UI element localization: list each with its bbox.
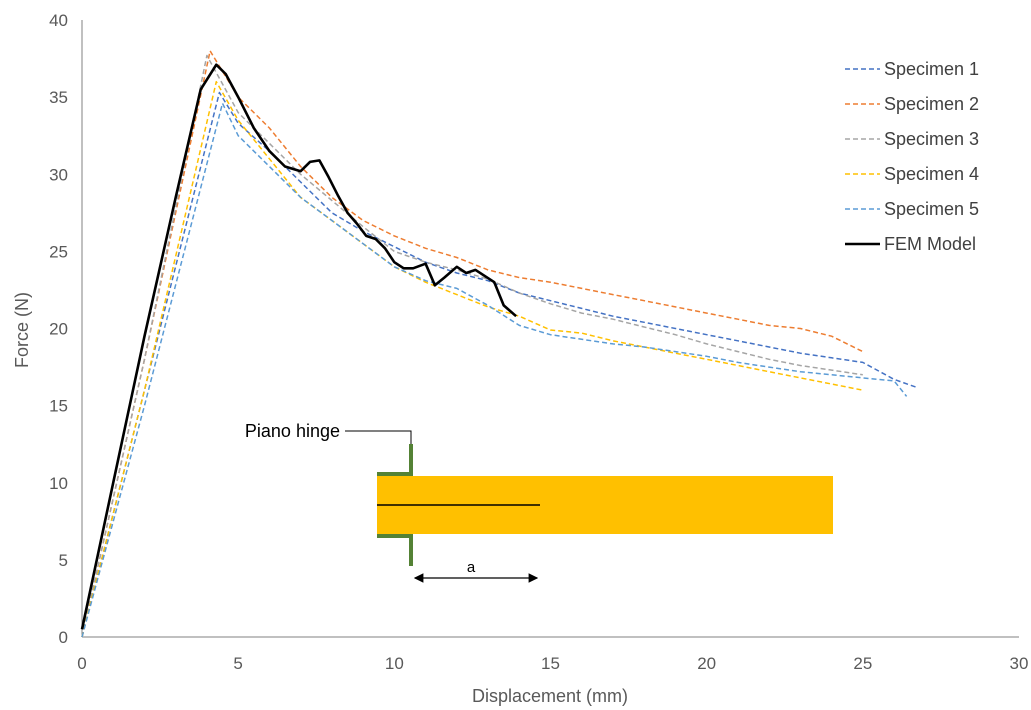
series-line-specimen-3 (81, 54, 863, 638)
legend-label: Specimen 3 (884, 129, 979, 149)
hinge-bottom (377, 534, 413, 566)
y-tick-label: 40 (49, 11, 68, 30)
hinge-top (377, 444, 413, 476)
series-line-fem-model (80, 63, 517, 630)
y-tick-label: 15 (49, 397, 68, 416)
legend: Specimen 1 Specimen 2 Specimen 3 Specimen 4… (845, 59, 979, 254)
series-line-specimen-1 (81, 91, 917, 638)
series-line-specimen-5 (81, 102, 908, 638)
y-axis-title: Force (N) (12, 292, 32, 368)
y-tick-label: 30 (49, 165, 68, 184)
y-tick-label: 0 (59, 628, 68, 647)
x-tick-label: 30 (1010, 654, 1029, 673)
legend-label: Specimen 4 (884, 164, 979, 184)
dimension-label-a: a (467, 559, 476, 576)
y-tick-label: 35 (49, 88, 68, 107)
series-line-specimen-2 (81, 50, 864, 638)
legend-label: Specimen 2 (884, 94, 979, 114)
legend-label: FEM Model (884, 234, 976, 254)
x-tick-label: 0 (77, 654, 86, 673)
specimen-schematic: Piano hinge a (245, 421, 833, 583)
series-lines (80, 50, 917, 638)
hinge-leader-line (345, 430, 412, 444)
legend-label: Specimen 5 (884, 199, 979, 219)
y-tick-label: 10 (49, 474, 68, 493)
x-tick-labels: 0 5 10 15 20 25 30 (77, 654, 1028, 673)
y-tick-labels: 0 5 10 15 20 25 30 35 40 (49, 11, 68, 647)
x-tick-label: 5 (233, 654, 242, 673)
x-tick-label: 25 (853, 654, 872, 673)
y-tick-label: 5 (59, 551, 68, 570)
axes (81, 20, 1019, 638)
x-tick-label: 15 (541, 654, 560, 673)
piano-hinge-label: Piano hinge (245, 421, 340, 441)
y-tick-label: 20 (49, 320, 68, 339)
legend-label: Specimen 1 (884, 59, 979, 79)
x-axis-title: Displacement (mm) (472, 686, 628, 706)
x-tick-label: 20 (697, 654, 716, 673)
y-tick-label: 25 (49, 242, 68, 261)
series-line-specimen-4 (81, 80, 863, 638)
x-tick-label: 10 (385, 654, 404, 673)
